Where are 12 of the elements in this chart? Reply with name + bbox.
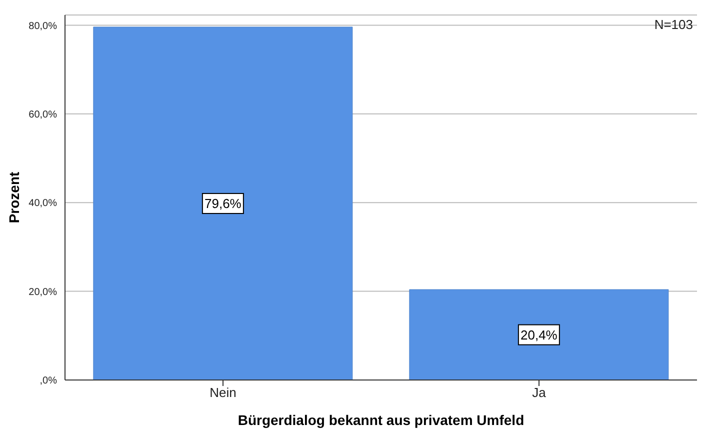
annotation: N=103	[654, 17, 693, 32]
y-tick-label: 40,0%	[28, 198, 58, 210]
data-label: 20,4%	[520, 327, 558, 342]
x-axis-title: Bürgerdialog bekannt aus privatem Umfeld	[238, 412, 524, 428]
y-tick-label: 60,0%	[28, 109, 58, 120]
y-tick-label: ,0%	[40, 376, 58, 387]
y-axis-title: Prozent	[6, 171, 22, 224]
x-tick-label: Ja	[532, 385, 547, 400]
y-tick-label: 20,0%	[28, 286, 58, 298]
x-tick-label: Nein	[210, 385, 236, 400]
y-tick-label: 80,0%	[28, 20, 58, 32]
data-label: 79,6%	[204, 196, 242, 211]
